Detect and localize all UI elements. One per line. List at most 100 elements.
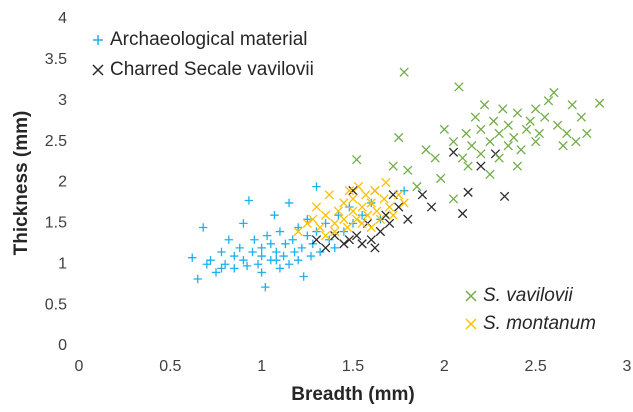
x-tick-label: 1	[257, 358, 266, 375]
point	[220, 260, 230, 269]
point	[330, 230, 340, 241]
point	[503, 141, 513, 151]
point	[521, 124, 532, 135]
point	[498, 104, 508, 114]
point	[239, 255, 248, 265]
point	[344, 186, 355, 196]
point	[494, 128, 504, 139]
legend-marker	[465, 290, 477, 302]
point	[257, 251, 266, 261]
point	[344, 235, 355, 245]
point	[321, 219, 330, 228]
point	[394, 190, 404, 200]
point	[270, 211, 279, 220]
point	[488, 116, 499, 126]
point	[302, 218, 312, 229]
point	[206, 255, 215, 265]
point	[417, 190, 428, 200]
point	[388, 161, 398, 171]
point	[217, 247, 226, 257]
point	[362, 210, 373, 220]
point	[320, 210, 331, 220]
point	[457, 153, 468, 163]
point	[366, 235, 376, 245]
point	[399, 186, 409, 195]
point	[571, 136, 581, 147]
point	[494, 153, 504, 163]
point	[279, 251, 288, 261]
point	[357, 239, 367, 249]
point	[567, 100, 577, 110]
point	[250, 235, 259, 244]
point	[399, 67, 409, 77]
point	[339, 239, 349, 249]
point	[384, 218, 395, 229]
point	[509, 132, 519, 143]
y-tick-label: 3	[58, 92, 67, 109]
point	[357, 218, 367, 229]
point	[272, 247, 281, 257]
point	[388, 210, 398, 220]
point	[576, 112, 586, 122]
point	[202, 260, 212, 269]
point	[281, 239, 290, 249]
point	[188, 253, 197, 262]
point	[370, 243, 380, 253]
point	[353, 181, 364, 192]
point	[275, 264, 285, 273]
point	[261, 282, 270, 292]
point	[217, 264, 226, 273]
x-axis-title: Breadth (mm)	[291, 384, 415, 405]
point	[299, 272, 308, 281]
legend-marker	[465, 318, 477, 330]
point	[248, 247, 257, 257]
point	[239, 219, 248, 228]
point	[348, 186, 358, 196]
point	[211, 268, 221, 277]
legend-label: Charred Secale vavilovii	[110, 59, 314, 80]
point	[315, 247, 325, 257]
y-tick-label: 3.5	[45, 51, 67, 68]
point	[512, 108, 523, 118]
point	[381, 210, 391, 220]
point	[461, 128, 471, 139]
point	[485, 136, 495, 147]
point	[303, 215, 312, 224]
point	[436, 173, 446, 184]
point	[357, 202, 367, 212]
point	[516, 145, 526, 155]
point	[399, 198, 409, 208]
point	[549, 87, 559, 98]
point	[403, 214, 413, 224]
x-tick-label: 2	[440, 358, 449, 375]
y-axis-title: Thickness (mm)	[11, 111, 32, 256]
x-tick-label: 1.5	[342, 358, 364, 375]
point	[476, 149, 486, 159]
legend-marker	[92, 64, 104, 76]
point	[320, 243, 331, 253]
point	[403, 165, 413, 175]
point	[375, 214, 386, 224]
point	[284, 260, 294, 269]
y-tick-label: 2.5	[45, 133, 67, 150]
point	[334, 211, 343, 220]
point	[448, 194, 459, 204]
point	[303, 231, 312, 240]
y-tick-label: 1	[58, 255, 67, 272]
point	[351, 154, 362, 165]
point	[193, 274, 202, 284]
point	[531, 104, 541, 114]
x-tick-label: 3	[623, 358, 632, 375]
point	[381, 177, 391, 188]
point	[430, 153, 440, 163]
point	[379, 194, 389, 204]
point	[306, 251, 316, 261]
point	[333, 206, 344, 216]
point	[531, 136, 541, 147]
point	[339, 198, 349, 208]
point	[311, 202, 322, 212]
point	[311, 235, 322, 245]
point	[448, 147, 459, 157]
point	[384, 202, 395, 212]
